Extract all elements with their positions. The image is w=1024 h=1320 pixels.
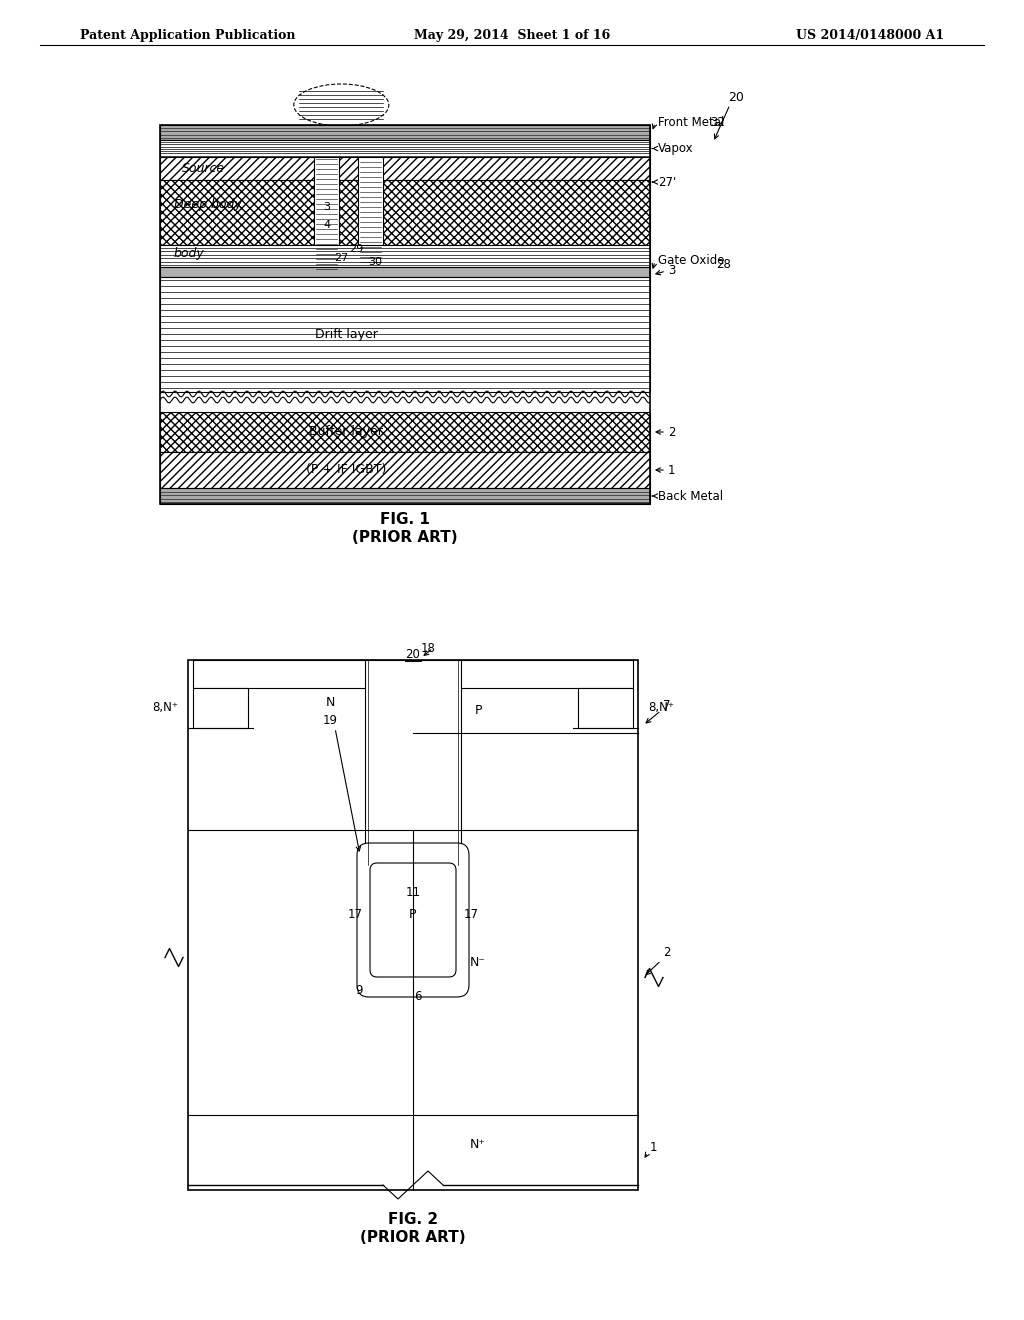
Text: 30: 30 [369, 257, 383, 267]
Text: FIG. 2: FIG. 2 [388, 1213, 438, 1228]
Text: 7: 7 [663, 700, 671, 711]
FancyBboxPatch shape [370, 863, 456, 977]
Text: N⁻: N⁻ [470, 956, 486, 969]
Text: (PRIOR ART): (PRIOR ART) [352, 531, 458, 545]
Bar [160, 125, 650, 504]
Text: 2: 2 [668, 425, 676, 438]
Bar [193, 688, 248, 729]
Bar [160, 180, 650, 246]
Text: 28: 28 [716, 257, 731, 271]
Ellipse shape [294, 84, 389, 125]
Text: (P + IF IGBT): (P + IF IGBT) [306, 463, 386, 477]
Bar [314, 157, 339, 272]
Text: FIG. 1: FIG. 1 [380, 512, 430, 528]
Text: 27: 27 [334, 253, 348, 263]
Text: P: P [410, 908, 417, 921]
Text: Deep body: Deep body [174, 198, 242, 211]
Text: Drift layer: Drift layer [314, 327, 378, 341]
Bar [160, 451, 650, 488]
Text: N⁺: N⁺ [470, 1138, 486, 1151]
Text: Back Metal: Back Metal [658, 490, 723, 503]
Text: Gate Oxide: Gate Oxide [658, 255, 725, 268]
Bar [193, 660, 633, 688]
Text: 3: 3 [324, 202, 330, 211]
Text: 1: 1 [650, 1140, 657, 1154]
Text: 17: 17 [347, 908, 362, 921]
Text: Front Metal: Front Metal [658, 116, 724, 129]
Bar [188, 660, 638, 1191]
Text: 19: 19 [323, 714, 338, 726]
Text: 9: 9 [355, 983, 362, 997]
Text: 20: 20 [406, 648, 421, 660]
Bar [160, 125, 650, 140]
FancyBboxPatch shape [357, 843, 469, 997]
Text: P: P [474, 704, 481, 717]
Text: 20: 20 [728, 91, 743, 104]
Text: 32: 32 [710, 116, 725, 129]
Text: 8,N⁺: 8,N⁺ [152, 701, 178, 714]
Text: 29: 29 [349, 244, 364, 253]
Bar [160, 277, 650, 392]
Text: 2: 2 [663, 946, 671, 960]
Bar [160, 157, 650, 180]
Bar [160, 412, 650, 451]
Bar [160, 267, 650, 277]
Text: Source: Source [182, 162, 225, 176]
Text: 4: 4 [323, 219, 330, 230]
Text: Patent Application Publication: Patent Application Publication [80, 29, 296, 41]
Bar [365, 660, 461, 865]
Text: (PRIOR ART): (PRIOR ART) [360, 1230, 466, 1246]
Bar [160, 246, 650, 267]
Text: Buffer layer: Buffer layer [309, 425, 383, 438]
Text: 11: 11 [406, 887, 421, 899]
Text: 1: 1 [668, 463, 676, 477]
Text: 6: 6 [415, 990, 422, 1003]
Text: Vapox: Vapox [658, 143, 693, 154]
Bar [160, 140, 650, 157]
Bar [358, 157, 383, 265]
Text: 8,N⁺: 8,N⁺ [648, 701, 674, 714]
Text: May 29, 2014  Sheet 1 of 16: May 29, 2014 Sheet 1 of 16 [414, 29, 610, 41]
Text: N: N [326, 697, 335, 710]
Text: 3: 3 [668, 264, 676, 277]
Text: US 2014/0148000 A1: US 2014/0148000 A1 [796, 29, 944, 41]
Text: body: body [174, 247, 205, 260]
Text: 27': 27' [658, 176, 676, 189]
Text: 18: 18 [421, 642, 436, 655]
Text: 17: 17 [464, 908, 478, 921]
Bar [578, 688, 633, 729]
Bar [160, 488, 650, 504]
